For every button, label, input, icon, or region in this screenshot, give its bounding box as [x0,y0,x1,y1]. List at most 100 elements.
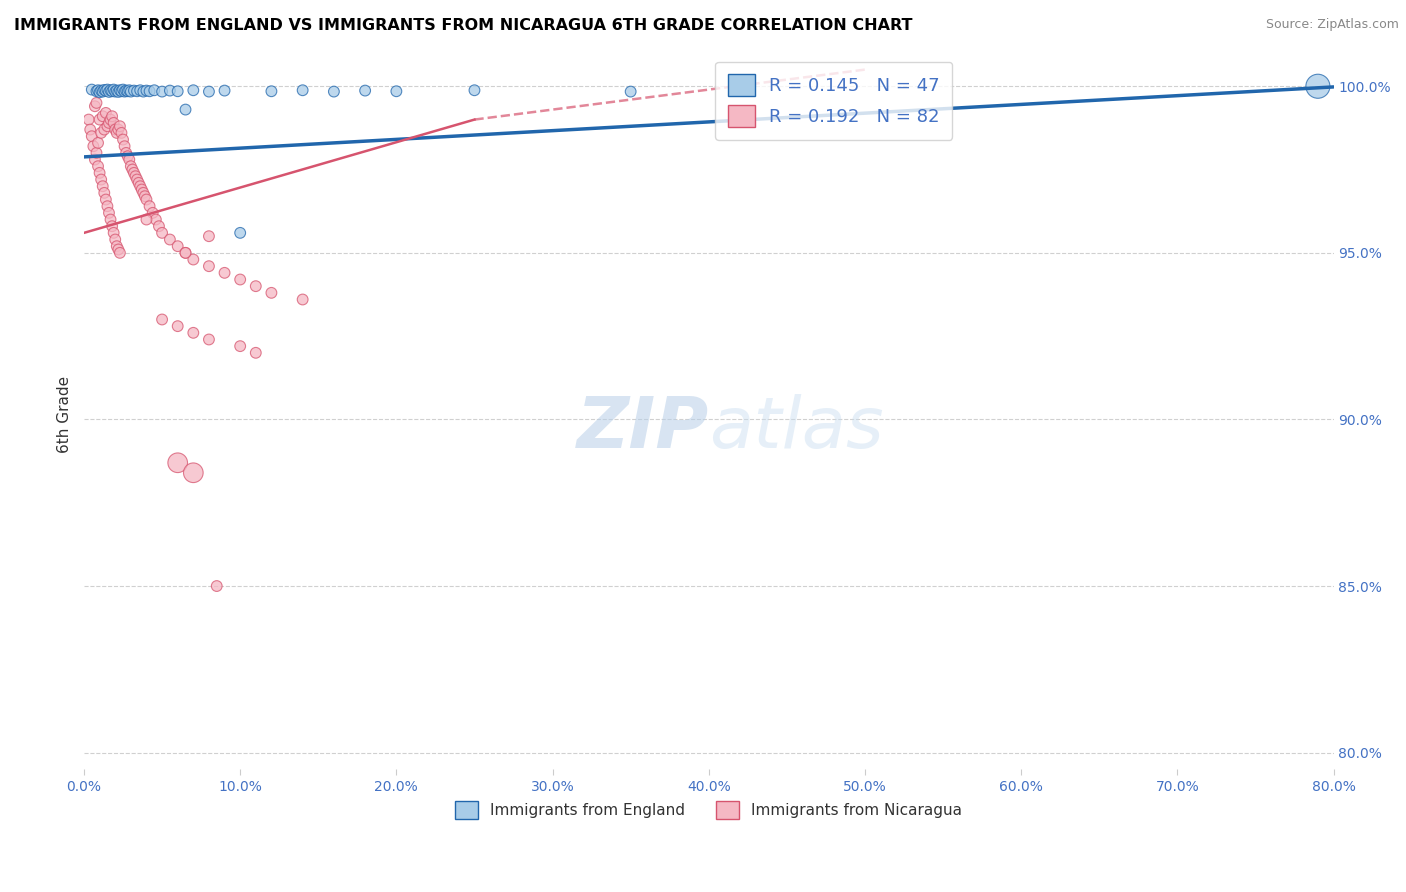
Point [135,212,157,227]
Point [1306,79,1329,94]
Point [91,109,114,123]
Point [138,199,160,213]
Point [100,112,122,127]
Point [107,85,129,99]
Point [118,153,141,167]
Point [103,226,125,240]
Point [90,126,112,140]
Point [181,83,204,97]
Point [98,85,121,99]
Text: IMMIGRANTS FROM ENGLAND VS IMMIGRANTS FROM NICARAGUA 6TH GRADE CORRELATION CHART: IMMIGRANTS FROM ENGLAND VS IMMIGRANTS FR… [14,18,912,33]
Point [96,199,118,213]
Point [620,85,643,99]
Point [166,456,188,470]
Point [100,212,122,227]
Text: ZIP: ZIP [576,394,709,463]
Point [104,122,127,136]
Point [118,83,141,97]
Point [93,83,115,97]
Point [103,116,125,130]
Point [93,122,115,136]
Point [145,212,167,227]
Point [84,99,107,113]
Point [96,82,118,96]
Point [198,85,221,99]
Text: Source: ZipAtlas.com: Source: ZipAtlas.com [1265,18,1399,31]
Point [110,84,132,98]
Point [101,84,124,98]
Point [205,579,228,593]
Point [150,226,173,240]
Point [148,219,170,234]
Point [117,149,139,163]
Point [94,84,117,98]
Point [114,85,136,99]
Point [229,226,252,240]
Point [86,145,108,160]
Point [86,84,108,98]
Point [112,82,135,96]
Point [115,84,138,98]
Point [108,245,131,260]
Point [150,312,173,326]
Point [80,82,103,96]
Point [84,153,107,167]
Point [128,176,150,190]
Point [463,83,485,97]
Point [86,95,108,110]
Point [101,109,124,123]
Point [94,106,117,120]
Point [112,132,135,146]
Point [354,84,377,98]
Point [198,229,221,244]
Point [138,84,160,98]
Point [181,466,204,480]
Point [108,120,131,134]
Point [129,83,152,97]
Point [260,285,283,300]
Point [127,172,149,186]
Point [89,166,111,180]
Point [122,166,145,180]
Point [103,82,125,96]
Point [90,172,112,186]
Point [90,84,112,98]
Point [80,129,103,144]
Point [134,189,156,203]
Point [117,84,139,98]
Point [105,84,128,98]
Point [93,186,115,200]
Point [105,239,128,253]
Point [174,103,197,117]
Point [127,84,149,98]
Point [124,169,146,184]
Point [245,346,267,360]
Point [143,83,166,97]
Point [229,272,252,286]
Point [120,85,142,99]
Point [181,326,204,340]
Point [82,139,104,153]
Y-axis label: 6th Grade: 6th Grade [58,376,72,453]
Point [96,120,118,134]
Text: atlas: atlas [709,394,883,463]
Point [87,83,110,97]
Point [77,112,100,127]
Point [104,233,127,247]
Point [245,279,267,293]
Point [110,126,132,140]
Legend: Immigrants from England, Immigrants from Nicaragua: Immigrants from England, Immigrants from… [450,795,969,825]
Point [115,145,138,160]
Point [79,122,101,136]
Point [322,85,344,99]
Point [98,206,121,220]
Point [142,206,165,220]
Point [174,245,197,260]
Point [114,139,136,153]
Point [260,84,283,98]
Point [132,186,155,200]
Point [159,84,181,98]
Point [214,266,236,280]
Point [98,116,121,130]
Point [87,159,110,173]
